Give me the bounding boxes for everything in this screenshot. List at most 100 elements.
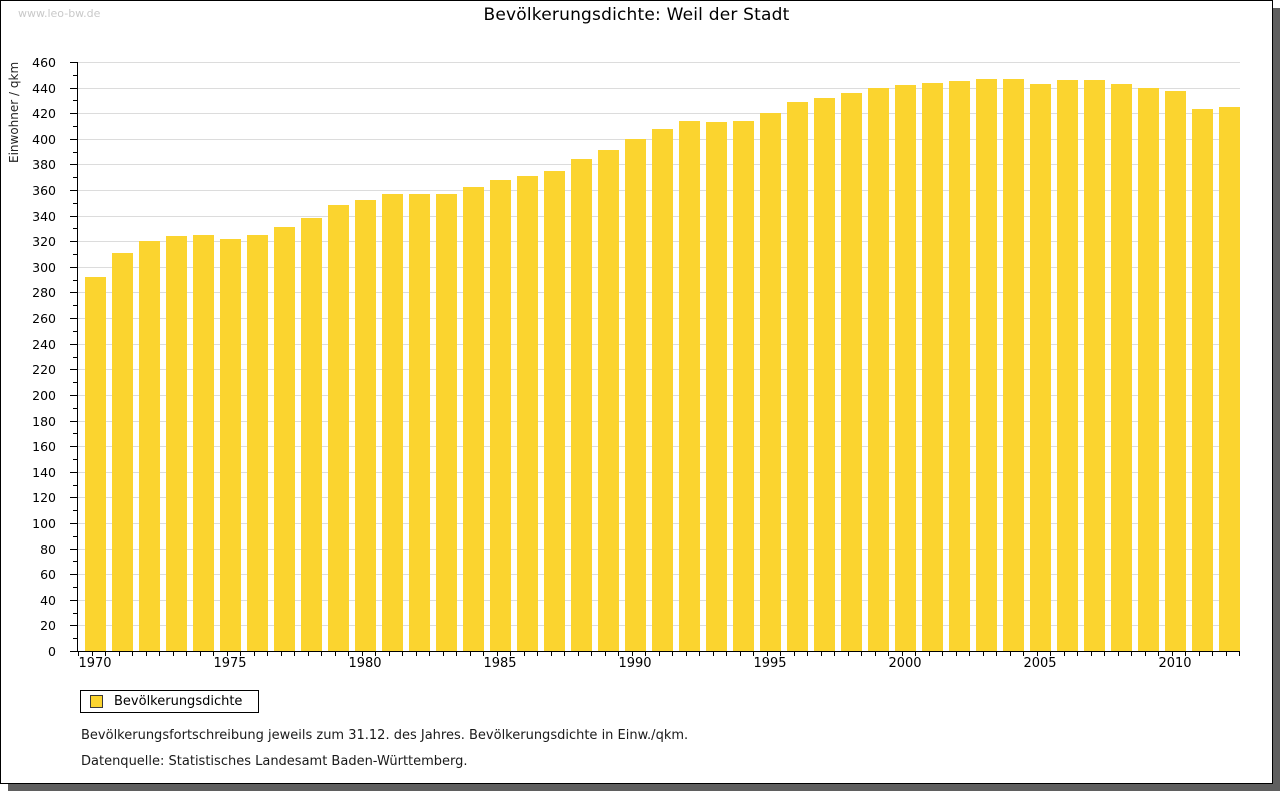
bar-2011 (1191, 109, 1213, 651)
y-tick (73, 330, 77, 332)
x-tick (402, 651, 403, 656)
y-tick-label: 280 (32, 285, 56, 301)
x-tick (712, 651, 714, 656)
x-tick (928, 651, 930, 656)
x-tick (91, 651, 93, 656)
x-tick (1023, 651, 1024, 656)
bar-1978 (300, 218, 322, 651)
bar-1989 (597, 150, 619, 651)
x-tick (537, 651, 538, 656)
frame-shadow-bottom (8, 784, 1280, 791)
bar-2009 (1137, 87, 1159, 651)
y-tick (73, 561, 77, 563)
bar-2007 (1083, 79, 1105, 651)
x-tick (145, 651, 147, 656)
bar-1983 (435, 193, 457, 651)
y-tick-label: 40 (40, 592, 56, 608)
x-tick-label-1985: 1985 (483, 656, 517, 671)
bar-1993 (705, 122, 727, 651)
y-tick (70, 138, 77, 140)
y-tick-label: 260 (32, 311, 56, 327)
x-axis-tick-labels: 1970 1975 1980 1985 1990 1995 2000 2005 2010 (78, 656, 1240, 674)
bar-2004 (1002, 78, 1024, 651)
x-tick-label-1975: 1975 (213, 656, 247, 671)
x-tick (1212, 651, 1213, 656)
y-tick-label: 360 (32, 183, 56, 199)
x-tick (753, 651, 754, 656)
y-tick-label: 460 (32, 55, 56, 70)
y-tick (73, 228, 77, 230)
y-tick (70, 651, 77, 652)
x-tick (780, 651, 781, 656)
y-tick (70, 241, 77, 243)
x-tick (172, 651, 174, 656)
x-tick (847, 651, 849, 656)
x-tick (253, 651, 255, 656)
legend-box: Bevölkerungsdichte (80, 690, 260, 713)
x-tick (942, 651, 943, 656)
y-tick (70, 87, 77, 89)
watermark: www.leo-bw.de (18, 7, 101, 20)
bar-1972 (138, 241, 160, 651)
bar-2001 (921, 82, 943, 651)
bar-2006 (1056, 79, 1078, 651)
x-tick (334, 651, 336, 656)
x-tick (1185, 651, 1186, 656)
x-tick-label-2010: 2010 (1158, 656, 1192, 671)
x-tick (1009, 651, 1011, 656)
y-axis-line (77, 62, 78, 651)
y-tick (70, 599, 77, 601)
y-tick (70, 369, 77, 371)
bar-1976 (246, 234, 268, 651)
y-tick (73, 612, 77, 614)
y-tick (73, 74, 77, 76)
footnote-line2: Datenquelle: Statistisches Landesamt Bad… (81, 754, 468, 769)
x-tick (1131, 651, 1132, 656)
y-tick-label: 160 (32, 439, 56, 455)
y-tick (70, 548, 77, 550)
x-tick (1225, 651, 1227, 656)
x-tick-label-2000: 2000 (888, 656, 922, 671)
y-tick-label: 400 (32, 131, 56, 147)
x-tick-label-1990: 1990 (618, 656, 652, 671)
x-tick (510, 651, 511, 656)
gridline (78, 113, 1240, 115)
x-tick (739, 651, 741, 656)
x-tick (78, 651, 79, 656)
y-tick-label: 100 (32, 515, 56, 531)
x-tick (631, 651, 633, 656)
bar-1986 (516, 175, 538, 651)
y-tick (73, 177, 77, 179)
x-tick (442, 651, 444, 656)
bar-1977 (273, 227, 295, 651)
footnote-line1: Bevölkerungsfortschreibung jeweils zum 3… (81, 728, 689, 743)
y-tick (73, 279, 77, 281)
bar-1988 (570, 159, 592, 651)
bar-2000 (894, 85, 916, 651)
x-tick (267, 651, 268, 656)
y-tick-label: 180 (32, 413, 56, 429)
bar-1996 (786, 101, 808, 651)
x-tick (915, 651, 916, 656)
x-tick (577, 651, 579, 656)
x-tick (199, 651, 201, 656)
bar-2012 (1218, 106, 1240, 651)
x-tick (159, 651, 160, 656)
legend-swatch-icon (90, 695, 103, 708)
x-tick-label-1980: 1980 (348, 656, 382, 671)
bar-2008 (1110, 83, 1132, 651)
y-tick (70, 471, 77, 473)
x-tick (388, 651, 390, 656)
x-tick (861, 651, 862, 656)
x-tick (672, 651, 673, 656)
x-tick (726, 651, 727, 656)
x-tick (307, 651, 309, 656)
x-tick (496, 651, 498, 656)
x-tick (294, 651, 295, 656)
x-tick (348, 651, 349, 656)
y-tick (70, 446, 77, 448)
y-tick-label: 20 (40, 618, 56, 634)
x-tick (1144, 651, 1146, 656)
y-tick (70, 343, 77, 345)
